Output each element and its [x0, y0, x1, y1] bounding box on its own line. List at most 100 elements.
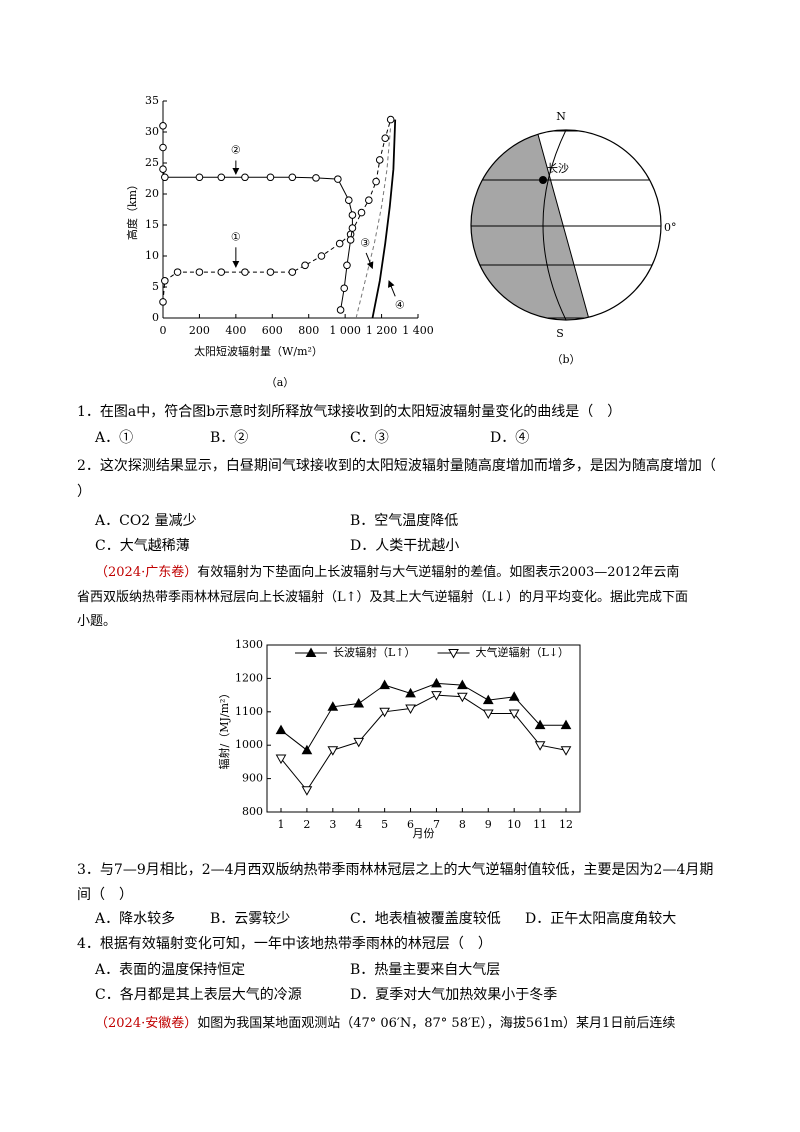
marker	[317, 252, 326, 260]
marker	[327, 746, 339, 756]
marker	[457, 692, 468, 703]
marker	[508, 691, 520, 701]
series-line	[280, 694, 567, 792]
x-tick-label: 2	[303, 818, 310, 831]
y-tick-label: 35	[145, 94, 159, 107]
option: D．人类干扰越小	[350, 538, 460, 554]
x-tick-label: 600	[262, 324, 283, 337]
legend-label: 大气逆辐射（L↓）	[476, 645, 570, 659]
marker	[357, 208, 366, 217]
marker	[348, 211, 357, 219]
marker	[159, 298, 167, 306]
option: C．地表植被覆盖度较低	[350, 911, 501, 927]
marker	[275, 754, 287, 765]
city-dot	[539, 176, 547, 184]
marker	[482, 709, 494, 719]
marker	[346, 236, 355, 244]
y-tick-label: 15	[145, 218, 159, 231]
marker	[288, 268, 297, 276]
marker	[241, 173, 249, 182]
y-tick-label: 20	[145, 187, 159, 200]
equator-label: 0°	[664, 221, 677, 234]
marker	[381, 134, 390, 142]
y-tick-label: 900	[242, 772, 263, 785]
marker	[327, 701, 339, 711]
x-tick-label: 12	[559, 818, 573, 831]
option: B．②	[210, 430, 249, 446]
marker	[159, 165, 167, 173]
marker	[159, 143, 167, 152]
x-tick-label: 1 400	[402, 324, 434, 337]
marker	[161, 277, 169, 285]
marker	[195, 268, 204, 276]
x-tick-label: 5	[381, 818, 388, 831]
legend-marker	[448, 649, 459, 659]
option: D．夏季对大气加热效果小于冬季	[350, 987, 558, 1003]
marker	[457, 679, 468, 690]
passage-line: 小题。	[77, 614, 117, 629]
x-tick-label: 1 200	[366, 324, 398, 337]
question-stem: ）	[77, 484, 91, 500]
marker	[365, 196, 373, 204]
marker	[195, 173, 204, 182]
y-tick-label: 1100	[235, 705, 263, 718]
night-side	[471, 130, 592, 320]
marker	[353, 737, 365, 748]
marker	[173, 268, 182, 276]
marker	[353, 697, 365, 708]
x-tick-label: 3	[329, 818, 336, 831]
option: C．各月都是其上表层大气的冷源	[95, 987, 302, 1003]
marker	[301, 261, 309, 270]
marker	[560, 746, 572, 756]
marker	[348, 224, 357, 232]
plot-frame	[266, 644, 581, 813]
marker	[534, 741, 546, 751]
source: （2024·安徽卷）	[95, 1016, 198, 1031]
option: B．空气温度降低	[350, 513, 459, 529]
marker	[372, 177, 380, 186]
marker	[266, 173, 275, 182]
question-stem: 4．根据有效辐射变化可知，一年中该地热带季雨林的林冠层（ ）	[77, 936, 492, 952]
marker	[386, 115, 395, 124]
option: A．降水较多	[95, 911, 176, 927]
x-tick-label: 10	[507, 818, 521, 831]
marker	[161, 173, 169, 182]
x-tick-label: 0	[160, 324, 167, 337]
marker	[405, 687, 416, 698]
marker	[312, 174, 320, 182]
marker	[241, 268, 249, 276]
marker	[217, 173, 226, 182]
x-tick-label: 1 000	[329, 324, 361, 337]
marker	[336, 306, 345, 314]
x-tick-label: 800	[298, 324, 319, 337]
passage-line: 如图为我国某地面观测站（47° 06′N，87° 58′E），海拔561m）某月…	[197, 1016, 676, 1031]
series-line	[371, 119, 397, 319]
x-tick-label: 11	[533, 818, 547, 831]
globe-outline	[470, 129, 662, 321]
option: A．表面的温度保持恒定	[95, 962, 246, 978]
marker	[431, 677, 442, 688]
marker	[375, 156, 384, 164]
y-tick-label: 1000	[235, 738, 263, 751]
globe: N S 长沙 0° （b）	[470, 110, 677, 366]
marker	[343, 261, 351, 270]
x-tick-label: 9	[485, 818, 492, 831]
y-tick-label: 0	[152, 311, 159, 324]
y-tick-label: 30	[145, 125, 159, 138]
marker	[288, 173, 297, 182]
x-tick-label: 6	[407, 818, 414, 831]
marker	[344, 196, 353, 204]
x-tick-label: 1	[278, 818, 285, 831]
marker	[379, 707, 390, 718]
marker	[335, 239, 344, 248]
pointer-arrow	[365, 252, 374, 270]
option: A．①	[95, 430, 134, 446]
meridian	[542, 130, 567, 320]
caption: （a）	[266, 376, 295, 389]
x-tick-label: 200	[189, 324, 210, 337]
legend-label: 长波辐射（L↑）	[333, 645, 416, 659]
x-tick-label: 8	[459, 818, 466, 831]
y-axis-title: 辐射/（MJ/m²）	[217, 688, 231, 770]
passage-line: 省西双版纳热带季雨林林冠层向上长波辐射（L↑）及其上大气逆辐射（L↓）的月平均变…	[77, 590, 689, 605]
